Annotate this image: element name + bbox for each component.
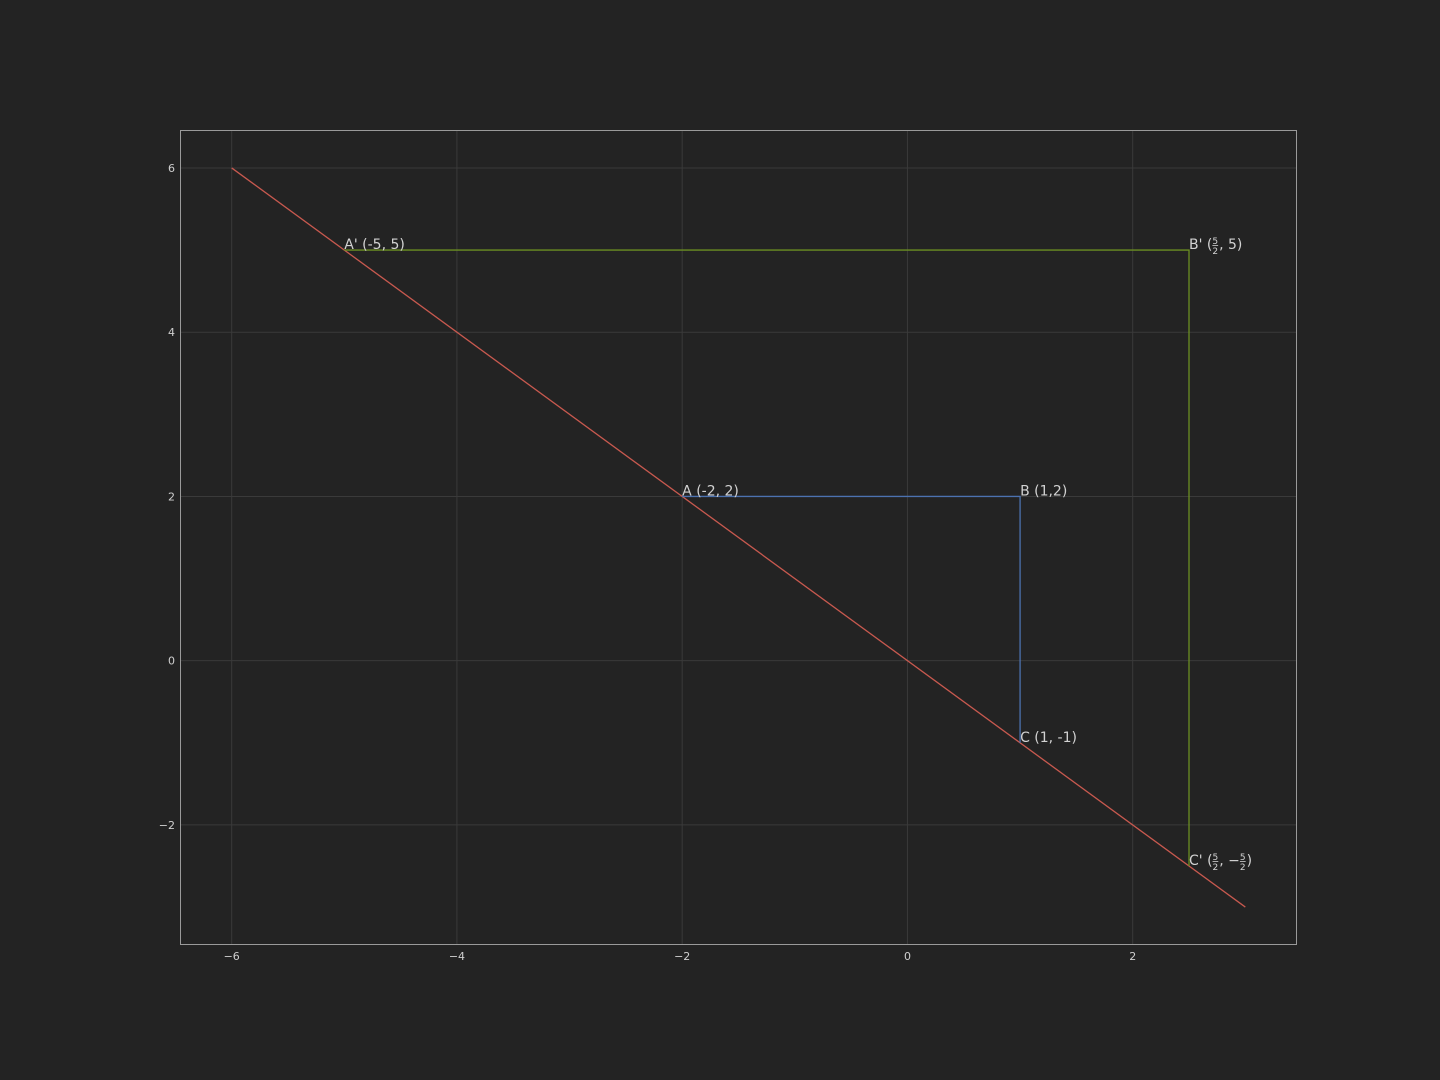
point-label-A_prime: A' (-5, 5) xyxy=(344,237,405,253)
y-tick-label-0: −2 xyxy=(159,819,175,832)
y-tick-label-1: 0 xyxy=(168,655,175,668)
label-prefix: C' ( xyxy=(1189,853,1213,869)
y-tick-label-3: 4 xyxy=(168,326,175,339)
x-tick-label-0: −6 xyxy=(224,950,240,963)
series-original xyxy=(682,495,1021,743)
series-group xyxy=(231,167,1246,908)
tick-labels: −6 −4 −2 0 2 −2 0 2 4 6 xyxy=(159,162,1136,963)
y-tick-label-4: 6 xyxy=(168,162,175,175)
frac-num-2: 5 xyxy=(1240,853,1246,863)
grid xyxy=(181,131,1296,944)
x-tick-label-4: 2 xyxy=(1129,950,1136,963)
frac-num-1: 5 xyxy=(1212,237,1218,247)
x-tick-label-3: 0 xyxy=(904,950,911,963)
label-mid: , − xyxy=(1219,853,1240,869)
frac-num-1: 5 xyxy=(1213,853,1219,863)
frac-den-2: 2 xyxy=(1240,863,1246,873)
series-line xyxy=(231,167,1246,908)
y-tick-label-2: 2 xyxy=(168,490,175,503)
x-tick-label-2: −2 xyxy=(674,950,690,963)
series-image xyxy=(344,249,1190,866)
point-label-B: B (1,2) xyxy=(1020,483,1067,499)
label-prefix: B' ( xyxy=(1189,237,1212,253)
frac-den-1: 2 xyxy=(1212,247,1218,257)
point-label-C_prime: C' (52, −52) xyxy=(1189,853,1252,873)
point-labels: A (-2, 2) B (1,2)C (1, -1)A' (-5, 5) B' (5… xyxy=(344,237,1252,873)
point-label-C: C (1, -1) xyxy=(1020,730,1077,746)
label-suffix: ) xyxy=(1247,853,1252,869)
axes-frame xyxy=(180,130,1297,945)
point-label-B_prime: B' (52, 5) xyxy=(1189,237,1242,257)
point-label-A: A (-2, 2) xyxy=(682,483,739,499)
frac-den-1: 2 xyxy=(1213,863,1219,873)
label-suffix: , 5) xyxy=(1219,237,1242,253)
x-tick-label-1: −4 xyxy=(449,950,465,963)
